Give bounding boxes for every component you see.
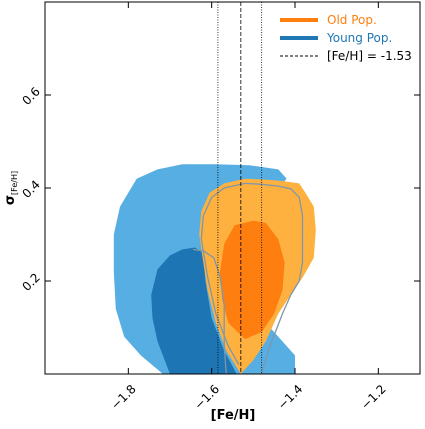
y-axis-label: σ[Fe/H]: [3, 171, 19, 205]
young-inner-outline: [192, 248, 227, 375]
legend: Old Pop. Young Pop. [Fe/H] = -1.53: [280, 13, 412, 63]
legend-label-0: Old Pop.: [327, 13, 377, 27]
y-axis-label-main: σ: [3, 195, 18, 205]
contour-layer: [113, 164, 316, 375]
y-tick-label: 0.6: [19, 84, 42, 107]
x-tick-label: −1.2: [358, 382, 389, 413]
y-tick-label: 0.2: [19, 270, 42, 293]
legend-label-2: [Fe/H] = -1.53: [327, 49, 412, 63]
x-tick-label: −1.4: [275, 382, 306, 413]
young-inner-contour: [151, 247, 237, 374]
legend-label-1: Young Pop.: [326, 31, 392, 45]
y-tick-label: 0.4: [19, 177, 42, 200]
y-axis-label-sub: [Fe/H]: [10, 171, 19, 195]
x-axis-label: [Fe/H]: [211, 408, 256, 423]
reference-lines: [217, 2, 263, 374]
x-tick-label: −1.8: [108, 382, 139, 413]
old-outer-outline: [200, 182, 304, 375]
old-inner-contour: [220, 220, 285, 340]
